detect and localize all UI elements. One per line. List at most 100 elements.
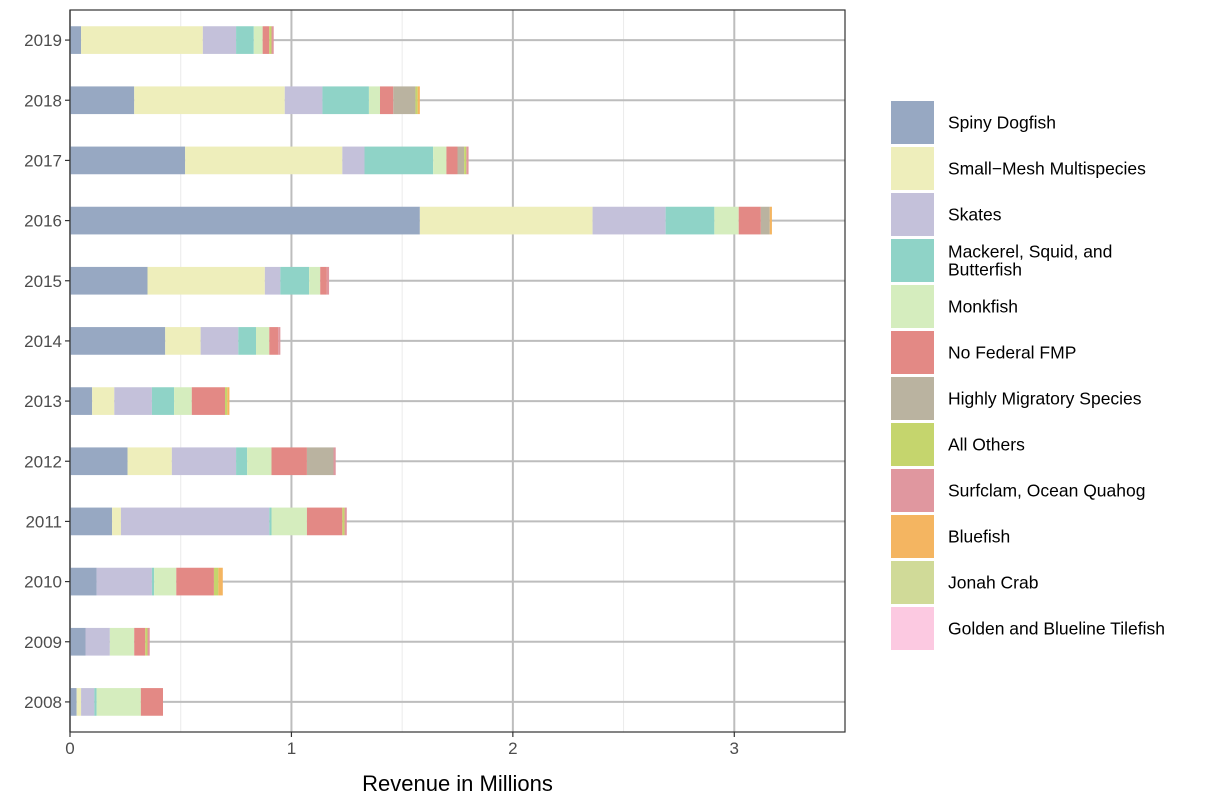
legend-label-line: Small−Mesh Multispecies (948, 159, 1146, 179)
legend-item: Surfclam, Ocean Quahog (891, 469, 1145, 512)
bar-segment (665, 206, 715, 235)
legend-item: No Federal FMP (891, 331, 1076, 374)
bar-segment (140, 688, 163, 716)
bar-segment (112, 507, 121, 536)
legend-label: Spiny Dogfish (948, 113, 1056, 133)
y-tick-label: 2013 (24, 392, 62, 411)
legend-label: Mackerel, Squid, and Butterfish (948, 242, 1112, 280)
bar-segment (433, 146, 447, 175)
legend-label: Surfclam, Ocean Quahog (948, 481, 1145, 501)
bar-segment (236, 26, 254, 54)
bar-segment (171, 447, 237, 476)
bars-layer (70, 26, 772, 716)
bar-segment (306, 507, 343, 536)
bar-segment (76, 688, 82, 716)
legend-item: Skates (891, 193, 1002, 236)
legend-label-line: Spiny Dogfish (948, 113, 1056, 133)
legend-swatch (891, 147, 934, 190)
y-tick-label: 2014 (24, 332, 62, 351)
bar-segment (342, 146, 365, 175)
bar-segment (714, 206, 739, 235)
plot-panel (70, 10, 845, 732)
x-tick-label: 1 (287, 739, 296, 758)
bar-segment (213, 567, 219, 596)
bar-segment (70, 206, 420, 235)
bar-segment (70, 327, 166, 355)
minor-gridlines (180, 10, 625, 732)
bar-segment (134, 86, 285, 115)
legend-label: Skates (948, 205, 1002, 225)
bar-segment (218, 567, 223, 596)
bar-segment (364, 146, 434, 175)
bar-segment (419, 206, 593, 235)
bar-segment (271, 26, 274, 54)
y-tick-label: 2012 (24, 452, 62, 471)
bar-segment (92, 387, 115, 415)
legend-label-line: Jonah Crab (948, 573, 1038, 593)
legend-item: Small−Mesh Multispecies (891, 147, 1146, 190)
bar-segment (147, 266, 265, 295)
legend-label: Monkfish (948, 297, 1018, 317)
legend-item: Spiny Dogfish (891, 101, 1056, 144)
y-tick-label: 2016 (24, 212, 62, 231)
bar-segment (464, 146, 467, 175)
bar-segment (446, 146, 458, 175)
bar-segment (225, 387, 228, 415)
legend-label-line: Monkfish (948, 297, 1018, 317)
bar-segment (592, 206, 666, 235)
bar-segment (368, 86, 380, 115)
bar-segment (326, 266, 330, 295)
bar-segment (165, 327, 201, 355)
bar-segment (96, 688, 141, 716)
bar-segment (253, 26, 263, 54)
bar-segment (457, 146, 465, 175)
bar-segment (147, 627, 150, 656)
legend-swatch (891, 239, 934, 282)
legend-label: No Federal FMP (948, 343, 1076, 363)
y-tick-label: 2009 (24, 633, 62, 652)
bar-segment (269, 507, 272, 536)
legend-label-line: Mackerel, Squid, and (948, 242, 1112, 262)
y-tick-label: 2019 (24, 31, 62, 50)
bar-segment (769, 206, 772, 235)
legend-item: Monkfish (891, 285, 1018, 328)
legend-label-line: Golden and Blueline Tilefish (948, 619, 1165, 639)
legend-swatch (891, 101, 934, 144)
bar-segment (174, 387, 192, 415)
bar-segment (70, 266, 148, 295)
legend-item: Golden and Blueline Tilefish (891, 607, 1165, 650)
bar-segment (271, 507, 307, 536)
legend-label-line: All Others (948, 435, 1025, 455)
x-tick-label: 3 (730, 739, 739, 758)
y-axis: 2019 2018 2017 2016 2015 2014 2013 2012 2011 2010… (24, 31, 70, 712)
bar-segment (85, 627, 110, 656)
legend-label: Highly Migratory Species (948, 389, 1142, 409)
legend-label-line: Skates (948, 205, 1002, 225)
legend-swatch (891, 515, 934, 558)
legend-swatch (891, 331, 934, 374)
bar-segment (70, 567, 97, 596)
bar-segment (344, 507, 347, 536)
legend: Spiny Dogfish Small−Mesh Multispecies Skat… (891, 101, 1165, 650)
bar-segment (200, 327, 239, 355)
legend-item: Jonah Crab (891, 561, 1038, 604)
bar-segment (269, 26, 272, 54)
legend-label: All Others (948, 435, 1025, 455)
bar-segment (114, 387, 152, 415)
legend-item: All Others (891, 423, 1025, 466)
bar-segment (127, 447, 172, 476)
x-tick-label: 2 (508, 739, 517, 758)
bar-segment (191, 387, 225, 415)
bar-segment (81, 26, 203, 54)
bar-segment (309, 266, 321, 295)
legend-item: Mackerel, Squid, and Butterfish (891, 239, 1112, 282)
bar-segment (227, 387, 230, 415)
bar-segment (70, 86, 135, 115)
x-axis-title: Revenue in Millions (362, 771, 553, 796)
y-tick-label: 2010 (24, 573, 62, 592)
legend-item: Highly Migratory Species (891, 377, 1142, 420)
bar-segment (96, 567, 152, 596)
bar-segment (417, 86, 420, 115)
legend-swatch (891, 377, 934, 420)
bar-segment (333, 447, 336, 476)
